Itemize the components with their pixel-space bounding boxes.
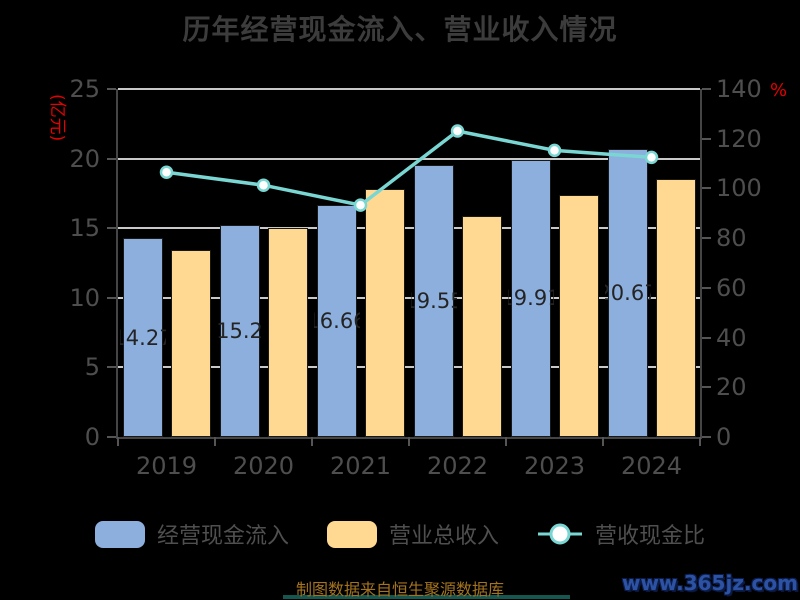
- bar-value-label: 19.55: [411, 288, 457, 314]
- left-tick: [107, 227, 116, 230]
- gridline: [118, 227, 700, 230]
- bar-value-text: 15.2: [216, 319, 263, 344]
- footer-underline: [283, 595, 570, 599]
- chart-title: 历年经营现金流入、营业收入情况: [182, 13, 618, 46]
- line-marker-2019: [159, 165, 174, 180]
- left-tick: [107, 296, 116, 299]
- watermark-link[interactable]: www.365jz.com: [621, 571, 798, 595]
- x-tick: [408, 437, 410, 446]
- left-tick-label: 20: [69, 144, 100, 173]
- right-tick: [702, 386, 711, 389]
- bar-value-label: 20.67: [605, 280, 651, 306]
- legend-item-cash-inflow: 经营现金流入: [94, 518, 289, 550]
- bar-total-revenue-2022: [461, 215, 502, 437]
- bar-total-revenue-2023: [558, 194, 599, 437]
- x-axis-label: 2022: [426, 452, 489, 480]
- legend-label-cash-ratio: 营收现金比: [595, 524, 706, 549]
- bar-value-text: 19.55: [411, 288, 457, 313]
- right-tick-label: 80: [716, 224, 747, 253]
- bar-cash-inflow-2021: [316, 205, 357, 437]
- x-axis-label: 2020: [232, 452, 295, 480]
- line-marker-2022: [450, 124, 465, 138]
- bar-value-text: 14.27: [120, 325, 166, 350]
- legend-label-cash-inflow: 经营现金流入: [156, 524, 289, 549]
- left-tick: [107, 157, 116, 160]
- x-tick: [311, 437, 313, 446]
- bar-cash-inflow-2020: [219, 225, 260, 437]
- right-tick-label: 40: [716, 323, 747, 352]
- right-tick: [702, 88, 711, 90]
- bar-total-revenue-2024: [655, 179, 696, 437]
- right-tick-label: 120: [716, 124, 762, 153]
- right-tick-label: 60: [716, 273, 747, 302]
- x-tick: [602, 437, 604, 446]
- right-tick: [702, 336, 711, 339]
- left-axis-unit: (亿元): [47, 94, 67, 142]
- total-revenue-swatch: [326, 520, 377, 548]
- gridline: [118, 88, 700, 90]
- bar-value-label: 14.27: [120, 325, 166, 351]
- bar-value-label: 19.91: [508, 285, 554, 311]
- bar-value-text: 19.91: [508, 286, 554, 311]
- right-axis-spine: [700, 89, 702, 439]
- legend: 经营现金流入 营业总收入 营收现金比: [0, 518, 800, 550]
- bar-cash-inflow-2019: [122, 238, 163, 437]
- x-axis-label: 2019: [135, 452, 198, 480]
- right-tick-label: 0: [716, 423, 732, 451]
- legend-item-total-revenue: 营业总收入: [326, 518, 499, 550]
- left-axis-spine: [116, 89, 118, 439]
- left-tick: [107, 366, 116, 369]
- line-marker-2023: [547, 143, 562, 158]
- left-tick-label: 5: [84, 353, 100, 382]
- left-tick-label: 0: [84, 423, 100, 451]
- x-tick: [505, 437, 507, 446]
- cash-ratio-line-marker-icon: [538, 523, 582, 545]
- left-tick-label: 25: [69, 75, 100, 103]
- right-tick-label: 100: [716, 174, 762, 203]
- bar-value-text: 20.67: [605, 281, 651, 306]
- cash-inflow-swatch: [94, 520, 145, 548]
- bar-value-text: 16.66: [314, 309, 360, 334]
- left-tick: [107, 436, 116, 438]
- right-tick: [702, 286, 711, 289]
- x-tick: [117, 437, 119, 446]
- data-source-note: 制图数据来自恒生聚源数据库: [295, 580, 504, 599]
- left-tick-label: 10: [69, 283, 100, 312]
- right-tick-label: 20: [716, 373, 747, 402]
- x-axis-label: 2023: [523, 452, 586, 480]
- bar-value-label: 16.66: [314, 308, 360, 334]
- right-tick: [702, 137, 711, 140]
- legend-item-cash-ratio: 营收现金比: [537, 518, 705, 550]
- x-tick: [699, 437, 701, 446]
- bar-value-label: 15.2: [217, 318, 263, 344]
- x-axis-label: 2021: [329, 452, 392, 480]
- x-axis-label: 2024: [620, 452, 683, 480]
- bar-total-revenue-2019: [170, 250, 211, 437]
- right-tick: [702, 436, 711, 438]
- left-tick-label: 15: [69, 214, 100, 243]
- bar-cash-inflow-2022: [413, 164, 454, 437]
- gridline: [118, 296, 700, 299]
- right-tick-label: 140: [716, 75, 762, 103]
- left-tick: [107, 88, 116, 90]
- bar-total-revenue-2021: [364, 189, 405, 437]
- right-tick: [702, 237, 711, 240]
- x-tick: [214, 437, 216, 446]
- line-marker-2020: [256, 178, 271, 192]
- bar-total-revenue-2020: [267, 228, 308, 437]
- right-axis-unit: %: [770, 80, 788, 101]
- gridline: [118, 366, 700, 369]
- legend-label-total-revenue: 营业总收入: [388, 524, 499, 549]
- right-tick: [702, 187, 711, 190]
